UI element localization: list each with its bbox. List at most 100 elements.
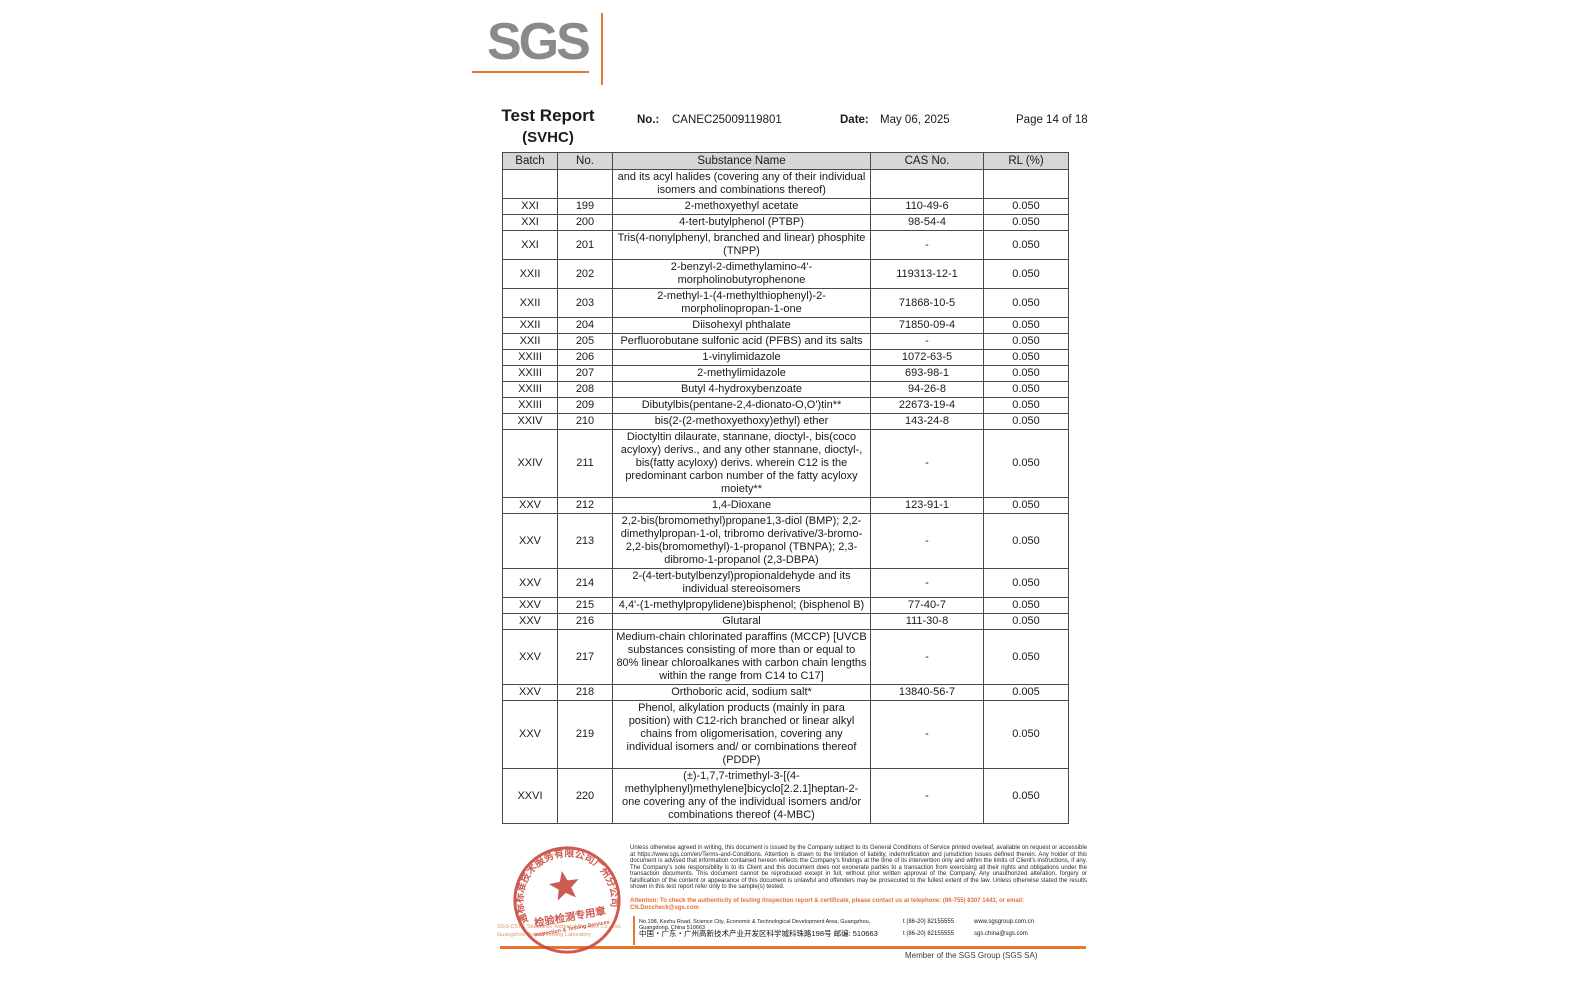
cell-cas: 98-54-4 (870, 214, 984, 231)
cell-no: 213 (557, 513, 613, 569)
table-row: XXIV 210 bis(2-(2-methoxyethoxy)ethyl) eth… (502, 413, 1069, 430)
address-divider-line (633, 916, 635, 945)
report-title: Test Report (SVHC) (473, 106, 623, 146)
cell-rl: 0.005 (983, 684, 1069, 701)
sgs-logo: SGS (470, 8, 640, 98)
substances-table-body: and its acyl halides (covering any of th… (502, 169, 1069, 824)
cell-no: 201 (557, 230, 613, 260)
cell-no: 217 (557, 629, 613, 685)
cell-substance: 2-methyl-1-(4-methylthiophenyl)-2-morpho… (612, 288, 871, 318)
table-row: XXV 219 Phenol, alkylation products (mainl… (502, 700, 1069, 769)
cell-no: 214 (557, 568, 613, 598)
table-row: XXIII 207 2-methylimidazole 693-98-1 0.050 (502, 365, 1069, 382)
cell-rl: 0.050 (983, 365, 1069, 382)
table-row: XXIV 211 Dioctyltin dilaurate, stannane, d… (502, 429, 1069, 498)
cell-substance: 2-benzyl-2-dimethylamino-4'-morpholinobu… (612, 259, 871, 289)
table-row: XXI 200 4-tert-butylphenol (PTBP) 98-54-4 0.… (502, 214, 1069, 231)
cell-no: 209 (557, 397, 613, 414)
cell-no: 215 (557, 597, 613, 614)
cell-batch: XXI (502, 230, 558, 260)
cell-substance: 2-methylimidazole (612, 365, 871, 382)
cell-no: 202 (557, 259, 613, 289)
table-row: and its acyl halides (covering any of th… (502, 169, 1069, 199)
logo-orange-vertical-line (601, 13, 603, 85)
cell-rl: 0.050 (983, 768, 1069, 824)
table-row: XXII 204 Diisohexyl phthalate 71850-09-4 0.0… (502, 317, 1069, 334)
sgs-logo-text: SGS (487, 13, 591, 71)
cell-rl: 0.050 (983, 198, 1069, 215)
attention-text: Attention: To check the authenticity of … (630, 898, 1024, 911)
cell-cas: 123-91-1 (870, 497, 984, 514)
cell-rl: 0.050 (983, 288, 1069, 318)
cell-substance: 1,4-Dioxane (612, 497, 871, 514)
cell-batch: XXV (502, 613, 558, 630)
cell-cas: 1072-63-5 (870, 349, 984, 366)
report-title-line1: Test Report (501, 106, 595, 125)
cell-no: 203 (557, 288, 613, 318)
cell-cas: 110-49-6 (870, 198, 984, 215)
cell-no: 207 (557, 365, 613, 382)
cell-no: 199 (557, 198, 613, 215)
cell-cas: 94-26-8 (870, 381, 984, 398)
cell-cas: - (870, 629, 984, 685)
cell-batch: XXIII (502, 349, 558, 366)
table-row: XXI 201 Tris(4-nonylphenyl, branched and l… (502, 230, 1069, 260)
cell-rl: 0.050 (983, 381, 1069, 398)
cell-substance: Diisohexyl phthalate (612, 317, 871, 334)
cell-substance: Perfluorobutane sulfonic acid (PFBS) and… (612, 333, 871, 350)
cell-substance: 4-tert-butylphenol (PTBP) (612, 214, 871, 231)
cell-substance: 1-vinylimidazole (612, 349, 871, 366)
cell-rl (983, 169, 1069, 199)
cell-no: 200 (557, 214, 613, 231)
table-row: XXIII 208 Butyl 4-hydroxybenzoate 94-26-8 0.… (502, 381, 1069, 398)
telephone-1: t (86-20) 82155555 (903, 919, 955, 925)
column-header-cas: CAS No. (870, 152, 984, 170)
cell-batch: XXII (502, 259, 558, 289)
footer-orange-rule (500, 946, 1086, 949)
cell-substance: (±)-1,7,7-trimethyl-3-[(4-methylphenyl)m… (612, 768, 871, 824)
cell-cas: - (870, 429, 984, 498)
cell-substance: Tris(4-nonylphenyl, branched and linear)… (612, 230, 871, 260)
cell-batch: XXV (502, 497, 558, 514)
cell-rl: 0.050 (983, 317, 1069, 334)
cell-cas: 77-40-7 (870, 597, 984, 614)
cell-rl: 0.050 (983, 700, 1069, 769)
page-indicator: Page 14 of 18 (1016, 114, 1088, 126)
cell-rl: 0.050 (983, 259, 1069, 289)
cell-batch: XXIII (502, 365, 558, 382)
cell-substance: Phenol, alkylation products (mainly in p… (612, 700, 871, 769)
column-header-rl: RL (%) (983, 152, 1069, 170)
website-url: www.sgsgroup.com.cn (974, 919, 1035, 925)
cell-no: 204 (557, 317, 613, 334)
date-value: May 06, 2025 (880, 114, 950, 126)
cell-batch: XXII (502, 288, 558, 318)
cell-no: 205 (557, 333, 613, 350)
cell-rl: 0.050 (983, 230, 1069, 260)
table-row: XXII 203 2-methyl-1-(4-methylthiophenyl)-2… (502, 288, 1069, 318)
cell-cas: 71868-10-5 (870, 288, 984, 318)
column-header-substance: Substance Name (612, 152, 871, 170)
logo-orange-underline (472, 71, 589, 73)
cell-rl: 0.050 (983, 349, 1069, 366)
stamp-company-name: SGS-CSTC Standards Technical Services Co… (497, 924, 632, 939)
telephone-2: t (86-20) 82155555 (903, 931, 955, 937)
cell-rl: 0.050 (983, 413, 1069, 430)
cell-rl: 0.050 (983, 629, 1069, 685)
cell-no: 212 (557, 497, 613, 514)
cell-rl: 0.050 (983, 597, 1069, 614)
cell-no: 216 (557, 613, 613, 630)
cell-batch: XXV (502, 700, 558, 769)
table-row: XXVI 220 (±)-1,7,7-trimethyl-3-[(4-methylp… (502, 768, 1069, 824)
cell-batch: XXVI (502, 768, 558, 824)
column-header-batch: Batch (502, 152, 558, 170)
table-row: XXIII 209 Dibutylbis(pentane-2,4-dionato-O… (502, 397, 1069, 414)
cell-batch: XXI (502, 214, 558, 231)
cell-batch: XXIII (502, 381, 558, 398)
cell-batch: XXV (502, 629, 558, 685)
cell-cas: 22673-19-4 (870, 397, 984, 414)
cell-batch: XXIV (502, 413, 558, 430)
table-row: XXV 214 2-(4-tert-butylbenzyl)propionaldeh… (502, 568, 1069, 598)
column-header-no: No. (557, 152, 613, 170)
cell-no: 219 (557, 700, 613, 769)
report-no-label: No.: (637, 114, 660, 126)
